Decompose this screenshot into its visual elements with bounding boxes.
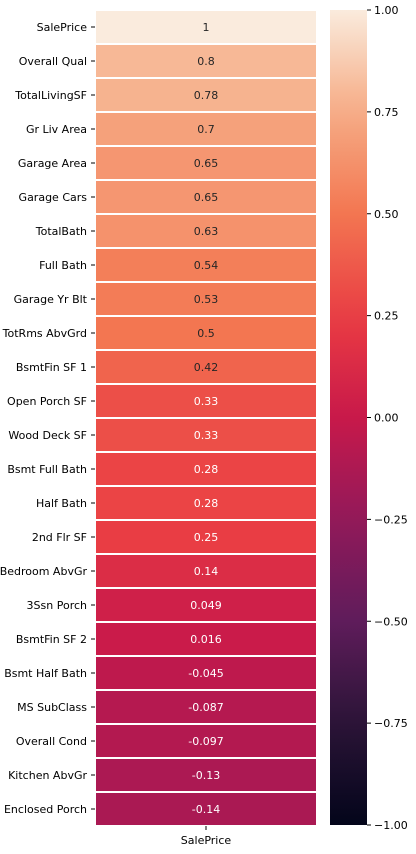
cell-value-label: -0.087 xyxy=(188,701,223,714)
y-tick-label: Gr Liv Area xyxy=(26,123,87,136)
y-tick-label: Enclosed Porch xyxy=(4,803,87,816)
heatmap-cell xyxy=(94,757,318,793)
colorbar-tick-label: 0.50 xyxy=(374,208,399,221)
y-tick-label: Open Porch SF xyxy=(7,395,87,408)
y-tick-label: 2nd Flr SF xyxy=(32,531,87,544)
y-tick-label: MS SubClass xyxy=(17,701,87,714)
cell-value-label: 0.28 xyxy=(194,463,219,476)
colorbar-gradient xyxy=(330,10,367,825)
heatmap-cell-labels: 1 0.8 0.78 0.7 0.65 0.65 0.63 0.54 0.53 0.5 0.42 0.… xyxy=(188,21,223,816)
colorbar-tick-label: 0.75 xyxy=(374,106,399,119)
y-tick-label: TotalBath xyxy=(35,225,87,238)
cell-value-label: -0.14 xyxy=(192,803,220,816)
y-tick-label: Bsmt Half Bath xyxy=(4,667,87,680)
cell-value-label: 0.33 xyxy=(194,429,219,442)
heatmap-cell xyxy=(94,723,318,759)
colorbar-tick-label: −0.75 xyxy=(374,717,408,730)
y-tick-label: Bedroom AbvGr xyxy=(0,565,87,578)
heatmap-cell xyxy=(94,111,318,147)
cell-value-label: 0.65 xyxy=(194,157,219,170)
y-tick-label: BsmtFin SF 2 xyxy=(16,633,87,646)
y-tick-label: Garage Cars xyxy=(19,191,88,204)
y-tick-label: Overall Cond xyxy=(16,735,87,748)
cell-value-label: -0.097 xyxy=(188,735,223,748)
cell-value-label: -0.13 xyxy=(192,769,220,782)
cell-value-label: 0.78 xyxy=(194,89,219,102)
heatmap-cell xyxy=(94,451,318,487)
colorbar: 1.00 0.75 0.50 0.25 0.00 −0.25 −0.50 −0.75 −1.00 xyxy=(330,4,408,832)
colorbar-tick-label: 0.00 xyxy=(374,412,399,425)
cell-value-label: 0.25 xyxy=(194,531,219,544)
y-tick-label: Bsmt Full Bath xyxy=(7,463,87,476)
colorbar-tick-label: 0.25 xyxy=(374,310,399,323)
y-tick-label: TotalLivingSF xyxy=(14,89,87,102)
heatmap-cell xyxy=(94,655,318,691)
cell-value-label: 0.28 xyxy=(194,497,219,510)
y-tick-label: Overall Qual xyxy=(19,55,87,68)
y-tick-label: Full Bath xyxy=(39,259,87,272)
cell-value-label: 0.8 xyxy=(197,55,215,68)
cell-value-label: 0.54 xyxy=(194,259,219,272)
colorbar-tick-label: −1.00 xyxy=(374,819,408,832)
cell-value-label: 0.65 xyxy=(194,191,219,204)
y-tick-label: 3Ssn Porch xyxy=(27,599,87,612)
cell-value-label: 1 xyxy=(203,21,210,34)
cell-value-label: 0.33 xyxy=(194,395,219,408)
cell-value-label: 0.049 xyxy=(190,599,222,612)
heatmap-cell xyxy=(94,383,318,419)
cell-value-label: 0.7 xyxy=(197,123,215,136)
y-tick-label: BsmtFin SF 1 xyxy=(16,361,87,374)
x-tick-label: SalePrice xyxy=(181,834,232,847)
cell-value-label: 0.5 xyxy=(197,327,215,340)
colorbar-tick-label: 1.00 xyxy=(374,4,399,17)
y-tick-label: TotRms AbvGrd xyxy=(2,327,87,340)
y-tick-label: Kitchen AbvGr xyxy=(8,769,87,782)
y-tick-label: SalePrice xyxy=(37,21,88,34)
cell-value-label: 0.63 xyxy=(194,225,219,238)
y-tick-label: Garage Area xyxy=(18,157,87,170)
heatmap-cells xyxy=(94,9,318,827)
cell-value-label: 0.016 xyxy=(190,633,222,646)
y-tick-label: Garage Yr Blt xyxy=(14,293,88,306)
colorbar-tick-label: −0.50 xyxy=(374,615,408,628)
heatmap-cell xyxy=(94,621,318,657)
cell-value-label: 0.42 xyxy=(194,361,219,374)
x-axis: SalePrice xyxy=(181,826,232,847)
y-axis: SalePrice Overall Qual TotalLivingSF Gr Liv… xyxy=(0,21,95,816)
y-tick-label: Wood Deck SF xyxy=(8,429,87,442)
colorbar-tick-label: −0.25 xyxy=(374,513,408,526)
cell-value-label: 0.14 xyxy=(194,565,219,578)
heatmap-cell xyxy=(94,349,318,385)
cell-value-label: 0.53 xyxy=(194,293,219,306)
cell-value-label: -0.045 xyxy=(188,667,223,680)
y-tick-label: Half Bath xyxy=(36,497,87,510)
